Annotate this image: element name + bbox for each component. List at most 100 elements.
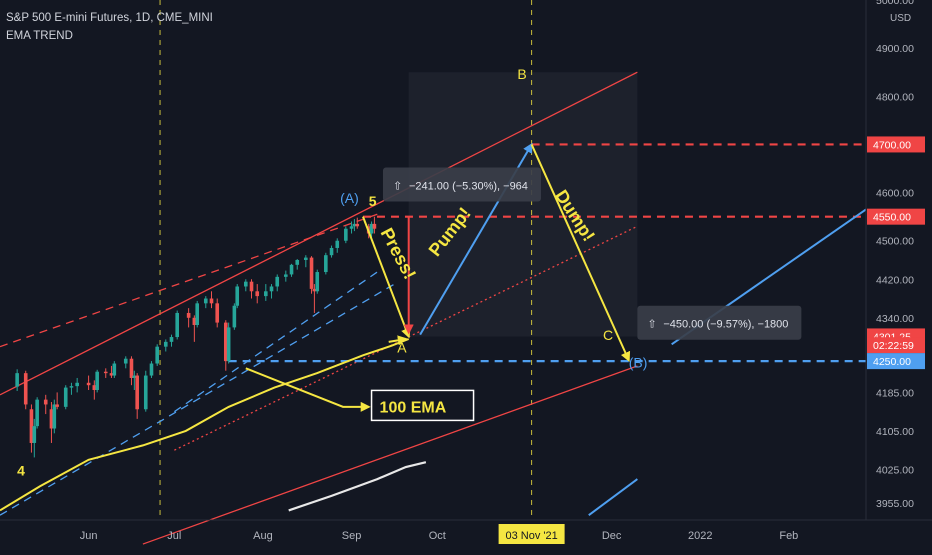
candle-body[interactable] xyxy=(304,257,308,260)
candle[interactable] xyxy=(92,380,97,400)
candle-body[interactable] xyxy=(52,404,57,429)
candle[interactable] xyxy=(269,284,274,299)
candle-body[interactable] xyxy=(223,322,228,362)
candle[interactable] xyxy=(15,369,19,391)
candle-body[interactable] xyxy=(135,375,139,410)
candle[interactable] xyxy=(109,365,114,378)
candle-body[interactable] xyxy=(309,257,314,289)
candle[interactable] xyxy=(129,356,134,386)
candle-body[interactable] xyxy=(249,281,254,292)
candle-body[interactable] xyxy=(209,298,214,304)
candle-body[interactable] xyxy=(312,288,317,292)
candle[interactable] xyxy=(324,252,328,275)
candle-body[interactable] xyxy=(349,226,354,229)
candle-body[interactable] xyxy=(235,286,240,306)
candle[interactable] xyxy=(352,219,357,232)
time-axis[interactable]: Jun Jul Aug Sep Oct 03 Nov '21 Dec 2022 Feb xyxy=(0,519,932,544)
candle-body[interactable] xyxy=(95,371,99,390)
candle-body[interactable] xyxy=(344,228,348,241)
candle[interactable] xyxy=(123,356,128,369)
candle-body[interactable] xyxy=(243,281,248,287)
candle[interactable] xyxy=(86,375,91,390)
candle[interactable] xyxy=(203,296,208,309)
candle-body[interactable] xyxy=(215,303,220,323)
candle-body[interactable] xyxy=(169,337,174,342)
candle-body[interactable] xyxy=(155,346,159,364)
candle[interactable] xyxy=(355,217,360,229)
candle[interactable] xyxy=(143,370,148,412)
candle[interactable] xyxy=(112,361,117,378)
candle-body[interactable] xyxy=(315,272,320,292)
candle[interactable] xyxy=(289,263,294,277)
candle[interactable] xyxy=(43,394,48,415)
candle-body[interactable] xyxy=(372,223,377,229)
candle[interactable] xyxy=(344,226,348,244)
candle[interactable] xyxy=(195,300,200,328)
candle[interactable] xyxy=(372,216,377,234)
candle-body[interactable] xyxy=(15,373,19,387)
candle[interactable] xyxy=(52,399,57,434)
candle[interactable] xyxy=(103,368,108,378)
candle-body[interactable] xyxy=(335,240,340,248)
candle[interactable] xyxy=(335,238,340,253)
candle-body[interactable] xyxy=(295,260,300,265)
candle[interactable] xyxy=(75,377,79,393)
candle-body[interactable] xyxy=(35,399,39,427)
candle[interactable] xyxy=(295,259,300,270)
candle-body[interactable] xyxy=(264,291,268,297)
price-axis[interactable]: USD 5000.00 4900.00 4800.00 4700.00 4600.00 4… xyxy=(865,0,932,520)
candle[interactable] xyxy=(235,284,240,309)
candle-body[interactable] xyxy=(352,223,357,227)
candle[interactable] xyxy=(284,270,288,282)
candle-body[interactable] xyxy=(149,363,154,376)
candle-body[interactable] xyxy=(109,373,114,376)
candle[interactable] xyxy=(312,284,317,313)
candle-body[interactable] xyxy=(355,223,360,227)
candle[interactable] xyxy=(29,404,34,453)
candle-body[interactable] xyxy=(284,274,288,277)
candle[interactable] xyxy=(55,392,59,410)
candles[interactable] xyxy=(15,216,377,458)
candle[interactable] xyxy=(192,315,197,342)
candle[interactable] xyxy=(95,369,99,393)
candle-body[interactable] xyxy=(86,382,91,386)
candle-body[interactable] xyxy=(123,358,128,364)
candle-body[interactable] xyxy=(195,303,200,325)
candle[interactable] xyxy=(349,221,354,234)
candle[interactable] xyxy=(35,397,39,429)
candle-body[interactable] xyxy=(175,312,180,338)
candle[interactable] xyxy=(63,385,68,410)
candle[interactable] xyxy=(49,402,54,443)
candle-body[interactable] xyxy=(132,375,137,378)
candle-body[interactable] xyxy=(63,387,68,407)
candle-body[interactable] xyxy=(186,312,191,318)
candle[interactable] xyxy=(315,269,320,294)
candle-body[interactable] xyxy=(23,373,28,405)
candle[interactable] xyxy=(155,344,159,366)
candle[interactable] xyxy=(249,279,254,299)
candle-body[interactable] xyxy=(232,305,237,328)
candle-body[interactable] xyxy=(192,317,197,325)
candle[interactable] xyxy=(329,245,334,258)
candle[interactable] xyxy=(309,256,314,294)
candle[interactable] xyxy=(149,361,154,378)
candle[interactable] xyxy=(304,255,308,268)
candle[interactable] xyxy=(132,370,137,390)
candle[interactable] xyxy=(369,221,374,239)
candle-body[interactable] xyxy=(55,404,59,407)
candle[interactable] xyxy=(23,370,28,410)
candle-body[interactable] xyxy=(203,298,208,304)
candle[interactable] xyxy=(275,274,280,292)
candle[interactable] xyxy=(232,303,237,330)
candle[interactable] xyxy=(215,298,220,328)
candle[interactable] xyxy=(223,320,228,371)
candle-body[interactable] xyxy=(324,255,328,273)
candle-body[interactable] xyxy=(289,264,294,275)
candle[interactable] xyxy=(69,382,74,395)
candle-body[interactable] xyxy=(329,247,334,256)
candle[interactable] xyxy=(163,339,168,352)
candle-body[interactable] xyxy=(112,363,117,376)
candle-body[interactable] xyxy=(369,223,374,234)
